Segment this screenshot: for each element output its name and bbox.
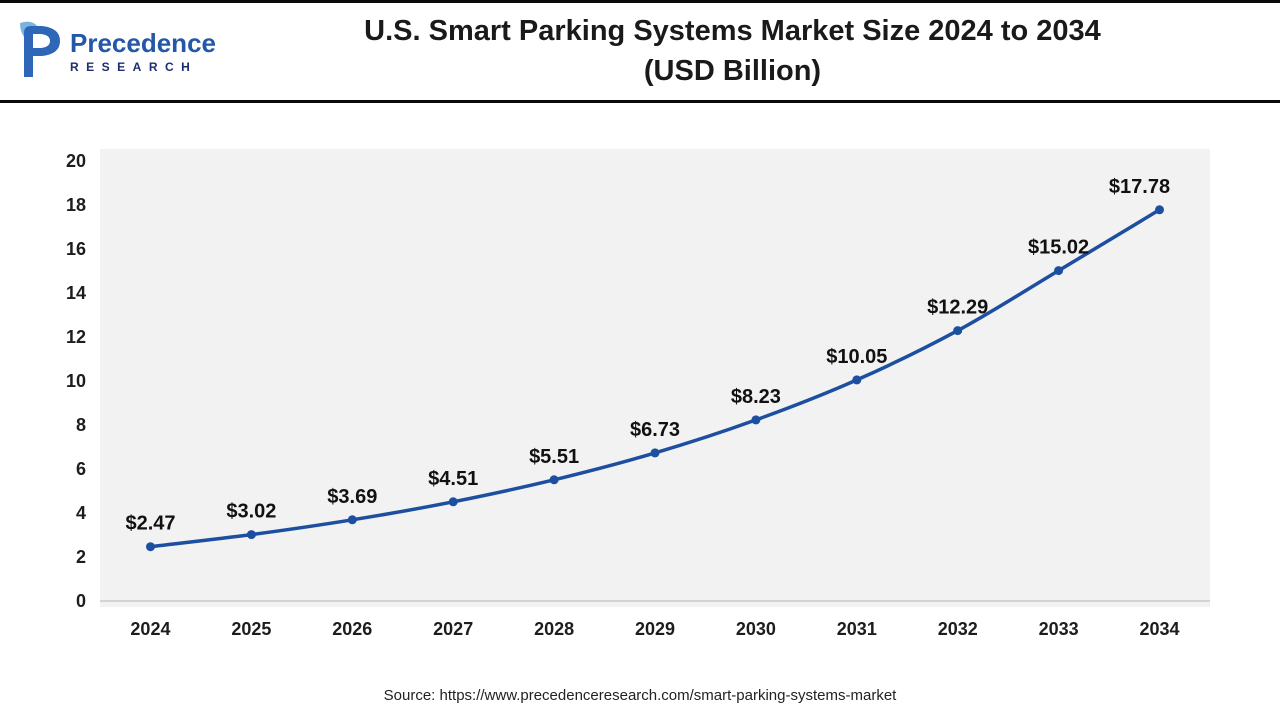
x-tick-label: 2030 [736, 619, 776, 639]
data-point-marker[interactable] [146, 542, 155, 552]
page-header: Precedence RESEARCH U.S. Smart Parking S… [0, 3, 1280, 103]
precedence-p-logo-icon [18, 21, 62, 82]
data-point-marker[interactable] [549, 475, 559, 485]
data-point-label: $2.47 [125, 513, 175, 535]
data-point-marker[interactable] [953, 326, 963, 336]
brand-subtitle: RESEARCH [70, 59, 198, 74]
x-tick-label: 2034 [1140, 619, 1180, 639]
data-point-label: $4.51 [428, 468, 478, 490]
brand-name: Precedence [70, 27, 216, 58]
y-tick-label: 4 [76, 503, 86, 523]
y-tick-label: 8 [76, 415, 86, 435]
data-point-marker[interactable] [751, 415, 761, 425]
plot-background [100, 149, 1210, 607]
chart-area: 0 2 4 6 8 10 12 14 16 18 20 2024 2025 2026 2027 2028 202… [0, 105, 1280, 671]
y-tick-label: 18 [66, 195, 86, 215]
page-footer: Source: https://www.precedenceresearch.c… [0, 675, 1280, 715]
data-point-marker[interactable] [347, 515, 357, 525]
y-tick-label: 2 [76, 547, 86, 567]
logo-wordmark: Precedence RESEARCH [70, 27, 216, 74]
y-tick-label: 12 [66, 327, 86, 347]
y-tick-label: 20 [66, 151, 86, 171]
x-tick-label: 2026 [332, 619, 372, 639]
chart-title-line2: (USD Billion) [643, 54, 822, 87]
y-tick-label: 0 [76, 591, 86, 611]
data-point-label: $17.78 [1109, 176, 1170, 198]
precedence-research-logo: Precedence RESEARCH [18, 21, 216, 82]
data-point-label: $3.69 [327, 486, 377, 508]
x-tick-label: 2031 [837, 619, 877, 639]
y-tick-label: 10 [66, 371, 86, 391]
y-tick-label: 16 [66, 239, 86, 259]
x-tick-label: 2024 [130, 619, 170, 639]
data-point-marker[interactable] [1155, 205, 1164, 215]
data-point-label: $12.29 [927, 297, 988, 319]
chart-title-line1: U.S. Smart Parking Systems Market Size 2… [364, 15, 1101, 48]
chart-title: U.S. Smart Parking Systems Market Size 2… [203, 12, 1262, 90]
data-point-marker[interactable] [246, 530, 256, 540]
y-tick-label: 14 [66, 283, 86, 303]
x-tick-label: 2027 [433, 619, 473, 639]
x-tick-label: 2025 [231, 619, 271, 639]
x-tick-label: 2032 [938, 619, 978, 639]
data-point-label: $6.73 [630, 419, 680, 441]
data-point-label: $10.05 [826, 346, 887, 368]
x-tick-label: 2029 [635, 619, 675, 639]
data-point-marker[interactable] [448, 497, 458, 507]
data-point-marker[interactable] [650, 448, 660, 458]
data-point-label: $8.23 [731, 386, 781, 408]
data-point-marker[interactable] [1054, 266, 1064, 276]
y-tick-label: 6 [76, 459, 86, 479]
data-point-label: $15.02 [1028, 237, 1089, 259]
source-link[interactable]: Source: https://www.precedenceresearch.c… [383, 686, 897, 704]
data-point-label: $5.51 [529, 446, 579, 468]
x-tick-label: 2033 [1039, 619, 1079, 639]
x-tick-label: 2028 [534, 619, 574, 639]
data-point-label: $3.02 [226, 501, 276, 523]
market-size-line-chart: 0 2 4 6 8 10 12 14 16 18 20 2024 2025 2026 2027 2028 202… [66, 149, 1210, 639]
data-point-marker[interactable] [852, 375, 862, 385]
